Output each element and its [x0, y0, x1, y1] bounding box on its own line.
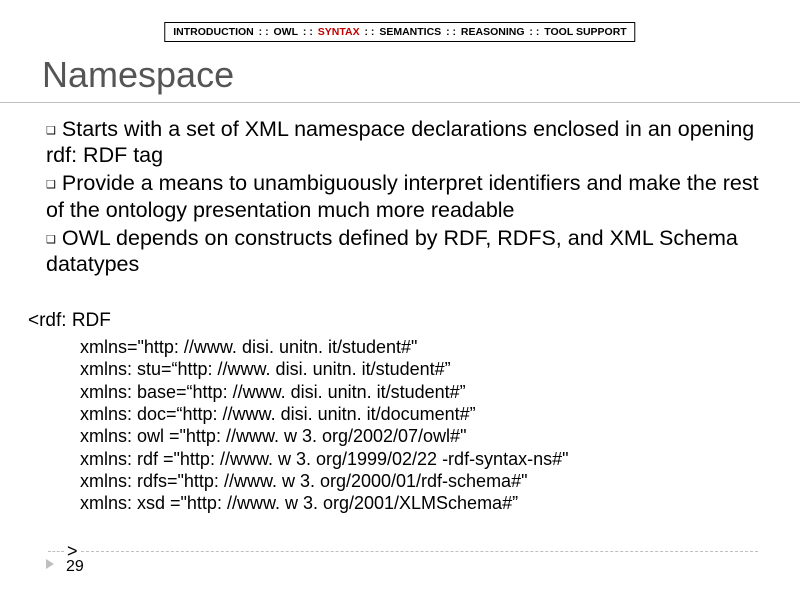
code-line: xmlns: doc=“http: //www. disi. unitn. it… [80, 403, 569, 425]
bullet-text: Starts with a set of XML namespace decla… [46, 117, 754, 167]
nav-item: SEMANTICS [379, 26, 441, 38]
bullet-marker-icon: ❑ [46, 125, 56, 137]
code-line: xmlns: xsd ="http: //www. w 3. org/2001/… [80, 492, 569, 514]
bullet-item: ❑Provide a means to unambiguously interp… [46, 170, 770, 222]
nav-sep: : : [527, 26, 543, 38]
slide-title: Namespace [42, 54, 234, 96]
nav-item: INTRODUCTION [173, 26, 254, 38]
nav-item: REASONING [461, 26, 525, 38]
nav-sep: : : [300, 26, 316, 38]
nav-sep: : : [362, 26, 378, 38]
bullet-marker-icon: ❑ [46, 234, 56, 246]
bullet-list: ❑Starts with a set of XML namespace decl… [46, 116, 770, 279]
code-block: xmlns="http: //www. disi. unitn. it/stud… [80, 336, 569, 515]
nav-sep: : : [256, 26, 272, 38]
code-line: xmlns: owl ="http: //www. w 3. org/2002/… [80, 425, 569, 447]
page-arrow-icon [46, 559, 54, 569]
bullet-item: ❑OWL depends on constructs defined by RD… [46, 225, 770, 277]
page-number: 29 [66, 558, 84, 576]
bullet-marker-icon: ❑ [46, 179, 56, 191]
divider-dash [48, 551, 64, 552]
code-line: xmlns: rdf ="http: //www. w 3. org/1999/… [80, 448, 569, 470]
nav-item: OWL [274, 26, 299, 38]
nav-item-active: SYNTAX [318, 26, 360, 38]
nav-item: TOOL SUPPORT [544, 26, 626, 38]
bullet-item: ❑Starts with a set of XML namespace decl… [46, 116, 770, 168]
bullet-text: OWL depends on constructs defined by RDF… [46, 226, 738, 276]
breadcrumb-nav: INTRODUCTION : : OWL : : SYNTAX : : SEMA… [164, 22, 635, 42]
bullet-text: Provide a means to unambiguously interpr… [46, 171, 759, 221]
code-line: xmlns: stu=“http: //www. disi. unitn. it… [80, 358, 569, 380]
title-underline [0, 102, 800, 103]
code-line: xmlns: base=“http: //www. disi. unitn. i… [80, 381, 569, 403]
code-line: xmlns: rdfs="http: //www. w 3. org/2000/… [80, 470, 569, 492]
code-open-tag: <rdf: RDF [28, 310, 111, 332]
nav-sep: : : [443, 26, 459, 38]
divider-dash [81, 551, 758, 552]
code-close-tag: > [48, 541, 758, 562]
code-line: xmlns="http: //www. disi. unitn. it/stud… [80, 336, 569, 358]
